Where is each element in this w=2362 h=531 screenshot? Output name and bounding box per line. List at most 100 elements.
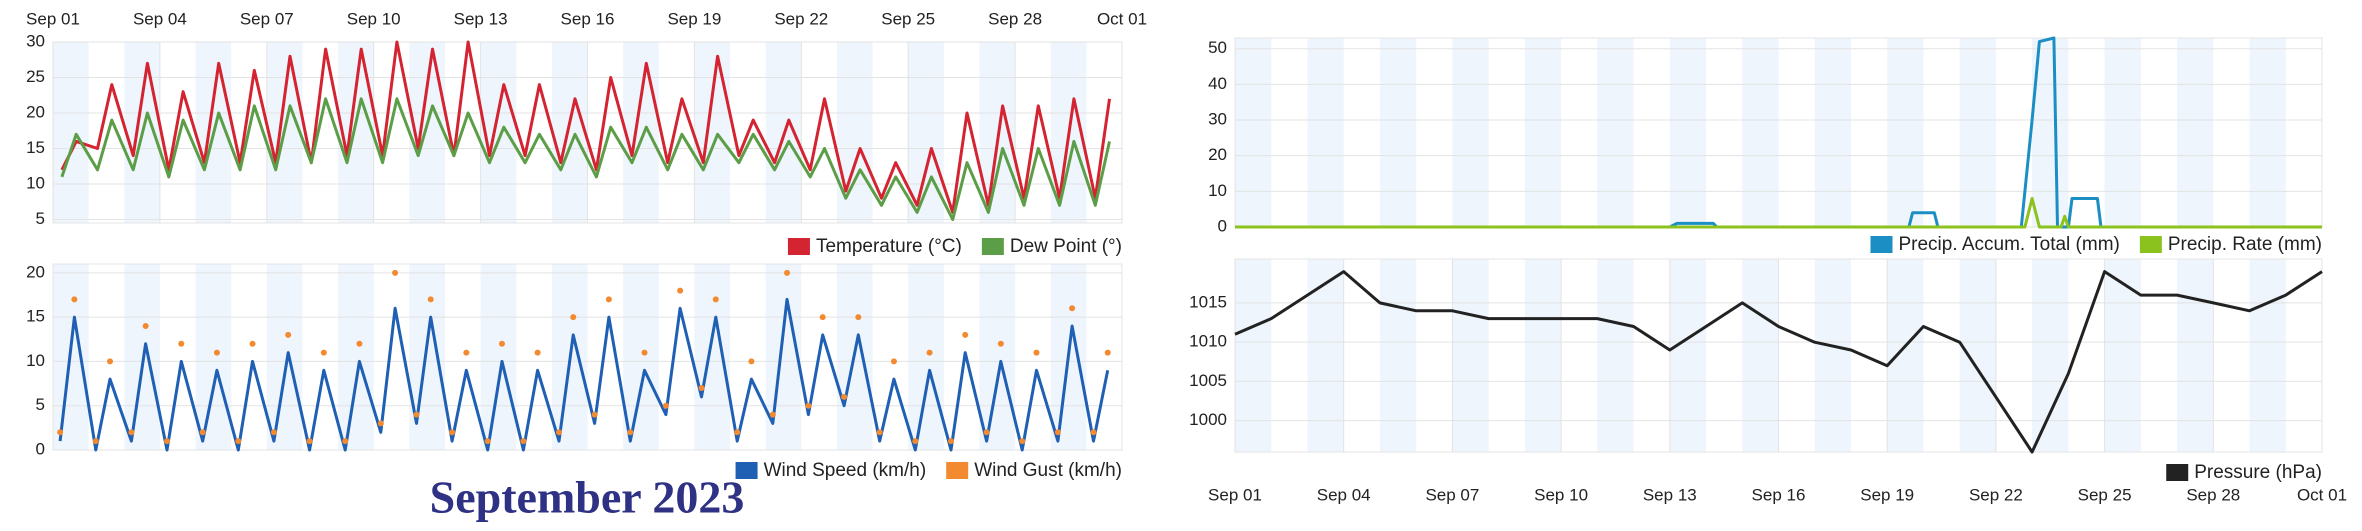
gust-point — [57, 429, 64, 436]
day-band — [1742, 38, 1779, 227]
x-tick-label: Sep 28 — [2186, 485, 2240, 504]
day-band — [979, 264, 1016, 450]
gust-point — [1069, 305, 1076, 312]
day-band — [1379, 259, 1417, 452]
gust-point — [71, 296, 78, 303]
gust-point — [712, 296, 719, 303]
series-line — [1235, 197, 2322, 229]
gust-point — [235, 438, 242, 445]
gust-point — [841, 393, 848, 400]
x-tick-label: Sep 13 — [1643, 485, 1697, 504]
gust-point — [997, 340, 1004, 347]
day-band — [1524, 259, 1562, 452]
gust-point — [107, 358, 114, 365]
x-tick-label: Sep 07 — [240, 9, 294, 28]
gust-point — [855, 314, 862, 321]
gust-point — [534, 349, 541, 356]
gust-point — [748, 358, 755, 365]
x-tick-label: Sep 16 — [1752, 485, 1806, 504]
y-tick-label: 30 — [1208, 110, 1227, 129]
x-tick-label: Sep 01 — [1208, 485, 1262, 504]
legend-label: Precip. Accum. Total (mm) — [1898, 234, 2119, 255]
gust-point — [677, 287, 684, 294]
x-tick-label: Sep 10 — [1534, 485, 1588, 504]
legend-label: Wind Gust (km/h) — [974, 460, 1122, 481]
gust-point — [1019, 438, 1026, 445]
legend-swatch — [1870, 236, 1893, 253]
day-band — [480, 264, 517, 450]
gust-point — [392, 269, 399, 276]
y-tick-label: 15 — [26, 138, 45, 157]
y-tick-label: 15 — [26, 307, 45, 326]
gust-point — [285, 331, 292, 338]
day-band — [1814, 38, 1851, 227]
gust-point — [555, 429, 562, 436]
gust-point — [92, 438, 99, 445]
legend-label: Dew Point (°) — [1010, 236, 1122, 257]
gust-point — [270, 429, 277, 436]
gust-point — [591, 411, 598, 418]
day-band — [1597, 38, 1634, 227]
day-band — [1307, 259, 1344, 452]
gust-point — [199, 429, 206, 436]
x-tick-label: Sep 28 — [988, 9, 1042, 28]
gust-point — [498, 340, 505, 347]
gust-point — [983, 429, 990, 436]
y-tick-label: 1010 — [1189, 332, 1227, 351]
day-band — [623, 264, 659, 450]
gust-point — [641, 349, 648, 356]
x-tick-label: Sep 16 — [561, 9, 615, 28]
series-line — [60, 40, 1111, 214]
gust-point — [520, 438, 527, 445]
gust-point — [819, 314, 826, 321]
gust-point — [926, 349, 933, 356]
series-line — [58, 297, 1110, 452]
legend-swatch — [2166, 464, 2189, 481]
legend-label: Temperature (°C) — [816, 236, 962, 257]
legend-swatch — [981, 238, 1004, 255]
x-tick-label: Sep 13 — [454, 9, 508, 28]
x-tick-label: Sep 19 — [667, 9, 721, 28]
legend-swatch — [787, 238, 810, 255]
gust-point — [463, 349, 470, 356]
gust-point — [627, 429, 634, 436]
gust-point — [449, 429, 456, 436]
gust-point — [128, 429, 135, 436]
x-tick-label: Sep 07 — [1425, 485, 1479, 504]
x-tick-label: Sep 25 — [2078, 485, 2132, 504]
gust-point — [377, 420, 384, 427]
legend-label: Precip. Rate (mm) — [2168, 234, 2322, 255]
gust-point — [427, 296, 434, 303]
day-band — [1379, 38, 1417, 227]
gust-point — [605, 296, 612, 303]
x-tick-label: Oct 01 — [2297, 485, 2347, 504]
day-band — [1307, 38, 1344, 227]
day-band — [195, 264, 232, 450]
day-band — [623, 42, 659, 223]
x-tick-label: Sep 22 — [1969, 485, 2023, 504]
x-tick-label: Sep 19 — [1860, 485, 1914, 504]
day-band — [908, 264, 944, 450]
gust-point — [734, 429, 741, 436]
day-band — [53, 42, 89, 223]
x-tick-label: Sep 10 — [347, 9, 401, 28]
gust-point — [784, 269, 791, 276]
gust-point — [178, 340, 185, 347]
x-tick-label: Sep 25 — [881, 9, 935, 28]
day-band — [551, 42, 588, 223]
day-band — [266, 264, 303, 450]
day-band — [2104, 38, 2141, 227]
gust-point — [912, 438, 919, 445]
y-tick-label: 25 — [26, 67, 45, 86]
legend-label: Wind Speed (km/h) — [764, 460, 927, 481]
day-band — [2249, 38, 2286, 227]
gust-point — [805, 402, 812, 409]
gust-point — [356, 340, 363, 347]
day-band — [2249, 259, 2286, 452]
day-band — [124, 264, 160, 450]
day-band — [1597, 259, 1634, 452]
x-tick-label: Oct 01 — [1097, 9, 1147, 28]
day-band — [1959, 38, 1996, 227]
day-band — [694, 264, 731, 450]
